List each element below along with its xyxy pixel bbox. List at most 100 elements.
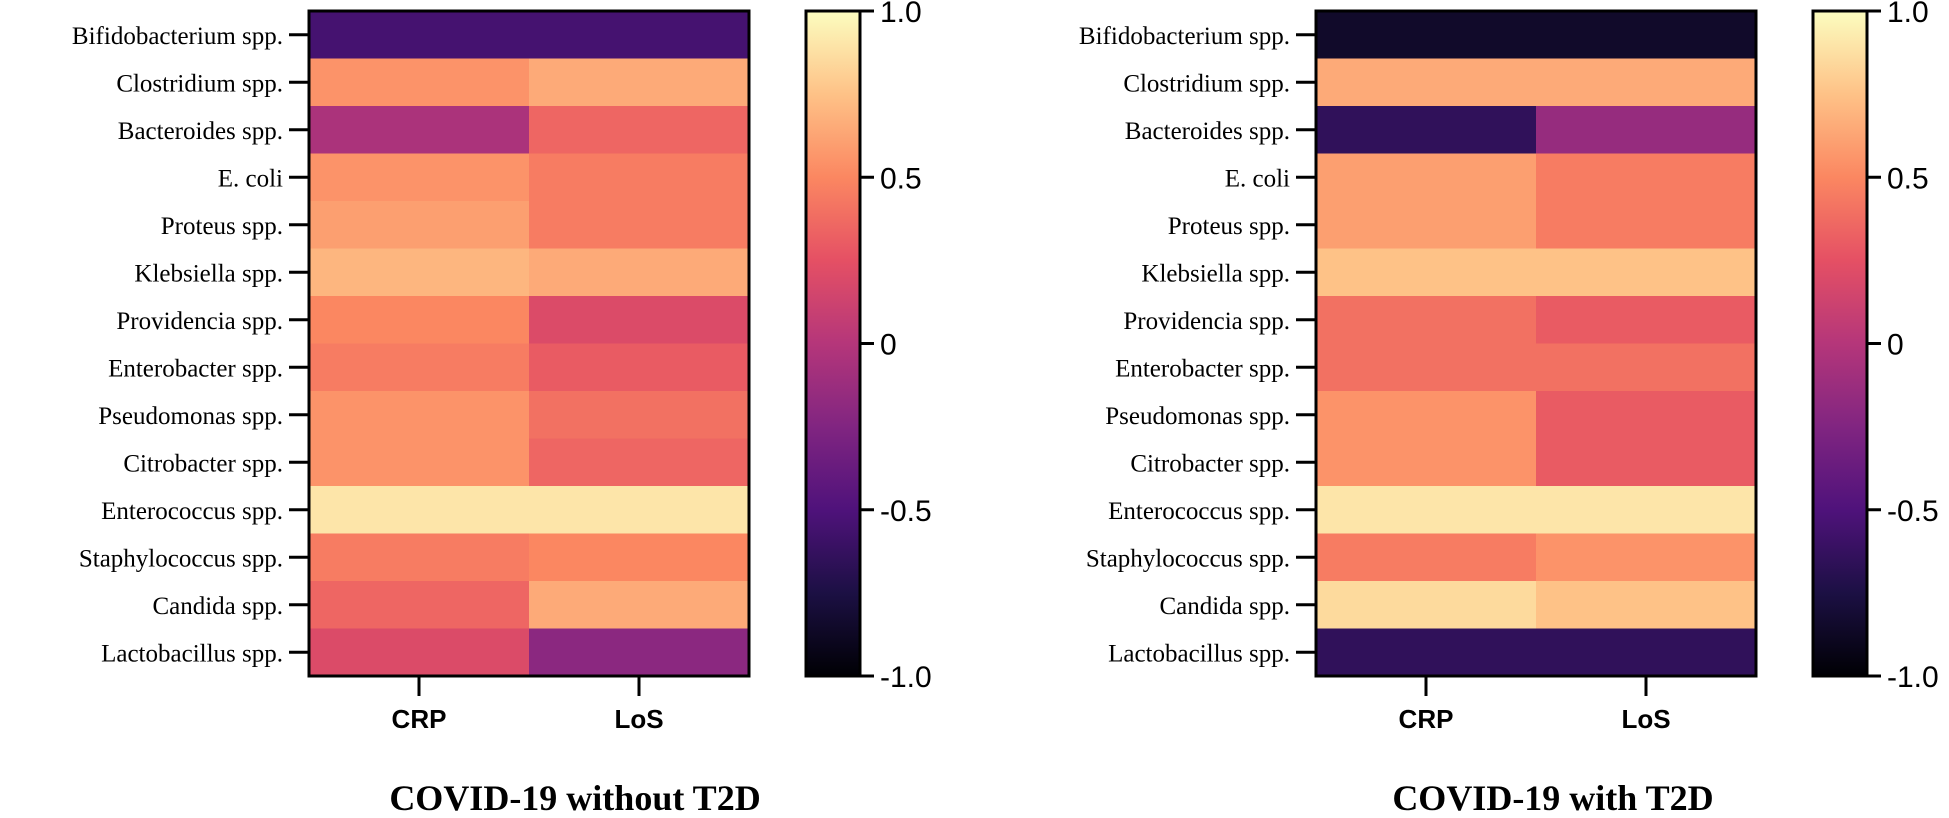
row-label: E. coli	[218, 165, 283, 192]
colorbar: 1.0 0.5 0 -0.5 -1.0	[1811, 0, 1939, 694]
column-label: LoS	[1621, 704, 1670, 734]
colorbar-tick-label: -0.5	[1887, 495, 1939, 528]
heatmap-cell	[1536, 248, 1757, 297]
heatmap-cells	[309, 11, 750, 677]
heatmap-cell	[1536, 106, 1757, 154]
heatmap-cell	[529, 581, 750, 629]
row-label: Bifidobacterium spp.	[1079, 23, 1290, 50]
row-label: Klebsiella spp.	[134, 260, 283, 287]
row-label: Bifidobacterium spp.	[72, 23, 283, 50]
row-label: Proteus spp.	[161, 213, 283, 240]
heatmap-cell	[1536, 628, 1757, 677]
heatmap-cell	[529, 533, 750, 582]
heatmap-cell	[529, 438, 750, 487]
heatmap-cell	[1316, 391, 1537, 439]
heatmap-cell	[529, 391, 750, 439]
heatmap-cell	[1536, 581, 1757, 629]
colorbar-tick-label: 0.5	[880, 162, 922, 195]
heatmap-cell	[529, 628, 750, 677]
row-label: E. coli	[1225, 165, 1290, 192]
column-label: CRP	[392, 704, 447, 734]
column-labels: CRP LoS	[1399, 676, 1671, 734]
heatmap-cell	[309, 58, 530, 107]
colorbar-tick-label: -1.0	[880, 661, 932, 694]
heatmap-cell	[529, 201, 750, 249]
row-label: Clostridium spp.	[1123, 70, 1290, 97]
heatmap-cell	[1316, 153, 1537, 202]
heatmap-cell	[1316, 628, 1537, 677]
heatmap-cell	[309, 628, 530, 677]
row-label: Staphylococcus spp.	[1086, 545, 1290, 572]
row-label: Pseudomonas spp.	[98, 403, 283, 430]
column-label: LoS	[614, 704, 663, 734]
heatmap-cell	[309, 343, 530, 392]
heatmap-cell	[1316, 581, 1537, 629]
colorbar-tick-label: 0	[1887, 329, 1904, 362]
row-label: Citrobacter spp.	[1130, 450, 1290, 477]
colorbar-gradient	[1811, 9, 1869, 678]
heatmap-cell	[309, 153, 530, 202]
row-label: Enterococcus spp.	[1108, 498, 1290, 525]
heatmap-cell	[1316, 438, 1537, 487]
heatmap-cell	[1316, 106, 1537, 154]
heatmap-cell	[529, 486, 750, 534]
colorbar-tick-label: 0	[880, 329, 897, 362]
heatmap-cell	[529, 153, 750, 202]
heatmap-cell	[309, 201, 530, 249]
heatmap-cells	[1316, 11, 1757, 677]
heatmap-cell	[1316, 248, 1537, 297]
row-label: Bacteroides spp.	[1125, 118, 1290, 145]
heatmap-cell	[1536, 486, 1757, 534]
heatmap-cell	[1536, 343, 1757, 392]
heatmap-cell	[1316, 201, 1537, 249]
row-label: Providencia spp.	[1123, 308, 1290, 335]
heatmap-cell	[309, 391, 530, 439]
heatmap-cell	[1316, 58, 1537, 107]
heatmap-frame	[307, 9, 751, 678]
row-label: Providencia spp.	[116, 308, 283, 335]
row-label: Klebsiella spp.	[1141, 260, 1290, 287]
row-label: Enterobacter spp.	[1115, 355, 1290, 382]
heatmap-cell	[309, 486, 530, 534]
heatmap-cell	[309, 533, 530, 582]
row-label: Enterobacter spp.	[108, 355, 283, 382]
heatmap-cell	[1316, 533, 1537, 582]
colorbar-tick-label: -0.5	[880, 495, 932, 528]
row-labels: Bifidobacterium spp. Clostridium spp. Bact…	[72, 23, 309, 667]
heatmap-cell	[529, 11, 750, 59]
row-label: Lactobacillus spp.	[1108, 640, 1290, 667]
row-labels: Bifidobacterium spp. Clostridium spp. Bact…	[1079, 23, 1316, 667]
heatmap-cell	[1536, 391, 1757, 439]
heatmap-cell	[1536, 11, 1757, 59]
row-label: Candida spp.	[1159, 593, 1290, 620]
colorbar-tick-label: 1.0	[880, 0, 922, 29]
heatmap-cell	[529, 58, 750, 107]
row-label: Candida spp.	[152, 593, 283, 620]
row-label: Bacteroides spp.	[118, 118, 283, 145]
heatmap-cell	[309, 581, 530, 629]
colorbar-tick-label: -1.0	[1887, 661, 1939, 694]
heatmap-cell	[1316, 296, 1537, 344]
row-label: Enterococcus spp.	[101, 498, 283, 525]
heatmap-cell	[529, 248, 750, 297]
heatmap-cell	[1316, 486, 1537, 534]
heatmap-cell	[309, 11, 530, 59]
heatmap-panel-with-t2d: Bifidobacterium spp. Clostridium spp. Bact…	[1079, 0, 1939, 818]
heatmap-panel-without-t2d: Bifidobacterium spp. Clostridium spp. Bact…	[72, 0, 932, 818]
row-label: Proteus spp.	[1168, 213, 1290, 240]
heatmap-cell	[1536, 438, 1757, 487]
heatmap-cell	[529, 106, 750, 154]
row-label: Pseudomonas spp.	[1105, 403, 1290, 430]
heatmap-cell	[309, 438, 530, 487]
colorbar-tick-label: 1.0	[1887, 0, 1929, 29]
row-label: Staphylococcus spp.	[79, 545, 283, 572]
heatmap-cell	[309, 106, 530, 154]
heatmap-cell	[309, 296, 530, 344]
heatmap-cell	[1536, 533, 1757, 582]
heatmap-frame	[1314, 9, 1758, 678]
heatmap-cell	[1536, 296, 1757, 344]
heatmap-cell	[529, 296, 750, 344]
heatmap-cell	[1536, 153, 1757, 202]
colorbar-tick-label: 0.5	[1887, 162, 1929, 195]
